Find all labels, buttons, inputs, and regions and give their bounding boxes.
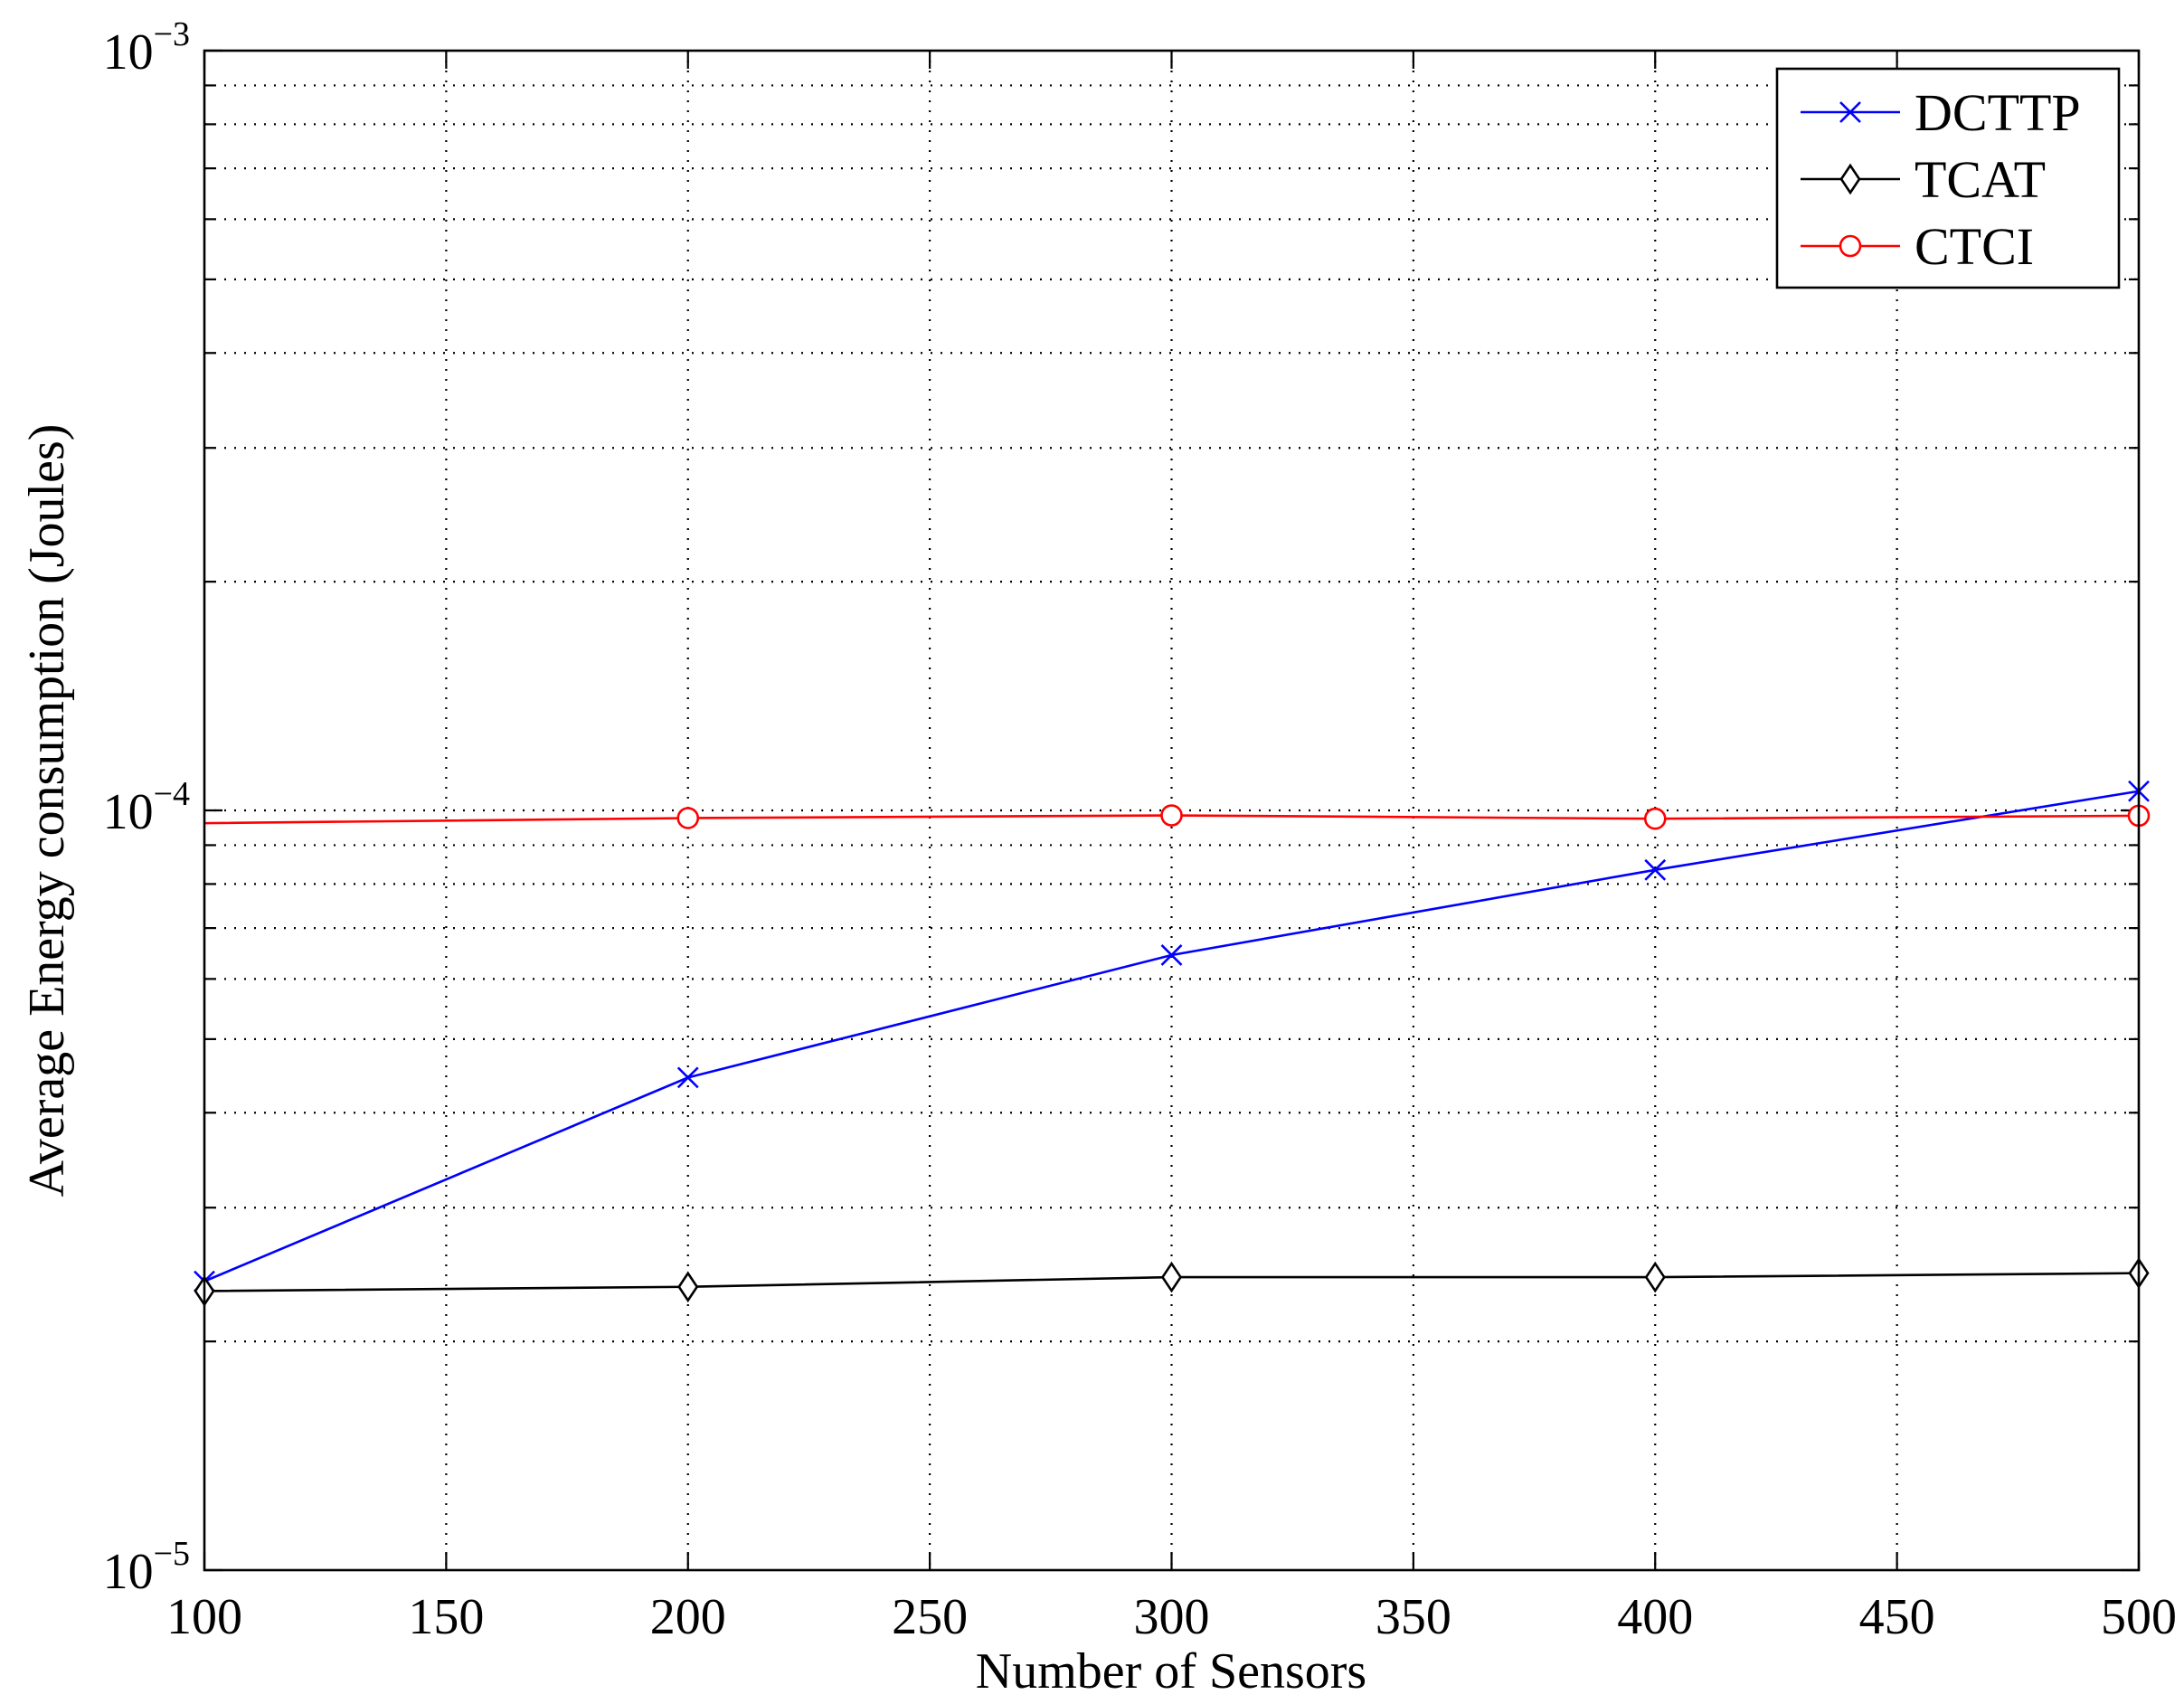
legend-item-tcat: TCAT — [1801, 150, 2046, 209]
data-point-ctci — [1160, 804, 1183, 827]
x-tick-label: 500 — [2101, 1589, 2177, 1645]
legend-item-dcttp: DCTTP — [1801, 83, 2081, 142]
x-tick-label: 100 — [166, 1589, 242, 1645]
y-tick-label-exponent: −4 — [154, 775, 190, 813]
data-point-tcat — [1644, 1261, 1666, 1293]
x-tick-label: 200 — [650, 1589, 726, 1645]
series-tcat — [194, 1257, 2150, 1307]
legend: DCTTP TCAT CTCI — [1775, 67, 2121, 289]
data-point-ctci — [676, 807, 700, 829]
y-tick-label-exponent: −5 — [154, 1535, 190, 1573]
x-tick-label: 250 — [892, 1589, 968, 1645]
legend-item-ctci: CTCI — [1801, 217, 2034, 276]
y-tick-label-base: 10 — [103, 1544, 154, 1600]
legend-label: TCAT — [1915, 150, 2046, 209]
data-point-tcat — [1160, 1261, 1183, 1293]
y-tick-label: 10−3 — [103, 15, 190, 80]
x-tick-label: 300 — [1134, 1589, 1210, 1645]
legend-marker — [1839, 101, 1861, 123]
y-tick-label-base: 10 — [103, 784, 154, 840]
x-tick-label: 450 — [1859, 1589, 1935, 1645]
axes-box — [203, 49, 2141, 1572]
y-tick-label-base: 10 — [103, 24, 154, 80]
legend-marker — [1839, 163, 1861, 195]
x-tick-label: 150 — [408, 1589, 484, 1645]
legend-label: CTCI — [1915, 217, 2034, 276]
x-tick-label: 350 — [1376, 1589, 1451, 1645]
y-tick-labels: 10−510−410−3 — [103, 15, 190, 1600]
x-axis-label: Number of Sensors — [976, 1643, 1366, 1699]
y-tick-label: 10−5 — [103, 1535, 190, 1600]
y-tick-label-exponent: −3 — [154, 15, 190, 53]
y-axis-label: Average Energy consumption (Joules) — [19, 424, 75, 1198]
x-tick-labels: 100 150 200 250 300 350 400 450 500 — [166, 1589, 2177, 1645]
data-point-tcat — [677, 1271, 699, 1303]
legend-marker — [1839, 234, 1862, 258]
x-tick-label: 400 — [1617, 1589, 1693, 1645]
data-point-dcttp — [1644, 858, 1667, 881]
legend-label: DCTTP — [1915, 83, 2081, 142]
data-point-dcttp — [676, 1066, 699, 1089]
data-point-ctci — [1643, 807, 1667, 830]
y-tick-label: 10−4 — [103, 775, 190, 840]
data-point-dcttp — [1160, 944, 1183, 966]
